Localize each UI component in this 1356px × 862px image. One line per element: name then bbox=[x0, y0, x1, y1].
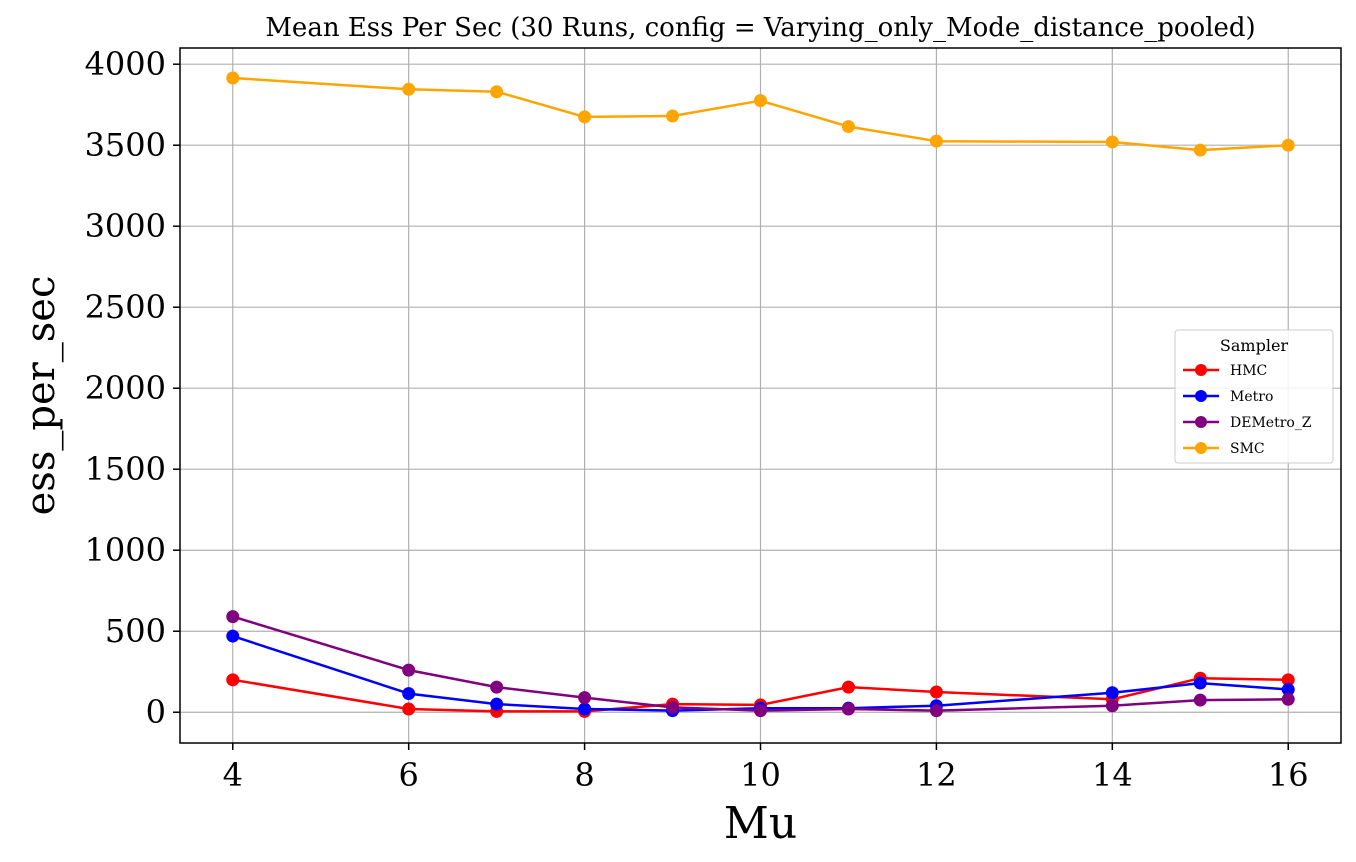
y-tick-label: 3500 bbox=[85, 126, 166, 164]
series-layer bbox=[226, 71, 1295, 718]
data-point-smc bbox=[578, 110, 592, 124]
data-point-smc bbox=[1281, 138, 1295, 152]
y-tick-label: 500 bbox=[105, 612, 166, 650]
data-point-metro bbox=[578, 702, 592, 716]
data-point-metro bbox=[226, 629, 240, 643]
data-point-hmc bbox=[929, 685, 943, 699]
data-point-smc bbox=[666, 109, 680, 123]
x-tick-label: 4 bbox=[223, 756, 243, 794]
data-point-demetro-z bbox=[929, 704, 943, 718]
legend-label: SMC bbox=[1230, 441, 1265, 457]
x-tick-label: 8 bbox=[574, 756, 594, 794]
data-point-smc bbox=[754, 94, 767, 108]
y-tick-label: 4000 bbox=[85, 45, 166, 83]
data-point-hmc bbox=[1281, 673, 1295, 687]
data-point-metro bbox=[402, 687, 416, 701]
data-point-demetro-z bbox=[578, 691, 592, 705]
series-smc bbox=[226, 71, 1295, 157]
legend-item-demetro-z: DEMetro_Z bbox=[1183, 415, 1312, 431]
data-point-demetro-z bbox=[226, 610, 240, 624]
legend-label: DEMetro_Z bbox=[1230, 415, 1312, 431]
data-point-metro bbox=[1105, 686, 1119, 700]
x-tick-label: 6 bbox=[399, 756, 419, 794]
legend-item-metro: Metro bbox=[1183, 389, 1273, 405]
x-tick-label: 16 bbox=[1268, 756, 1309, 794]
data-point-smc bbox=[402, 82, 416, 96]
x-tick-label: 14 bbox=[1092, 756, 1133, 794]
legend-box bbox=[1174, 329, 1334, 464]
legend-swatch-marker bbox=[1195, 364, 1207, 376]
x-tick-label: 12 bbox=[916, 756, 957, 794]
data-point-hmc bbox=[226, 673, 240, 687]
ticks-layer: 4 6 8 10 12 14 16 0 500 1000 1500 2000 2500 3000 3500 4… bbox=[85, 45, 1309, 794]
y-tick-label: 2000 bbox=[85, 369, 166, 407]
chart-title: Mean Ess Per Sec (30 Runs, config = Vary… bbox=[265, 13, 1255, 43]
data-point-demetro-z bbox=[1281, 692, 1295, 706]
series-demetro-z bbox=[226, 610, 1295, 718]
data-point-demetro-z bbox=[402, 663, 416, 677]
y-tick-label: 2500 bbox=[85, 288, 166, 326]
x-tick-label: 10 bbox=[740, 756, 781, 794]
y-axis-title: ess_per_sec bbox=[18, 276, 64, 516]
legend-swatch-marker bbox=[1195, 442, 1207, 454]
y-tick-label: 1500 bbox=[85, 450, 166, 488]
data-point-metro bbox=[490, 697, 504, 711]
x-axis-title: Mu bbox=[724, 798, 797, 849]
data-point-demetro-z bbox=[1105, 699, 1119, 713]
data-point-smc bbox=[929, 134, 943, 148]
legend-item-smc: SMC bbox=[1183, 441, 1265, 457]
data-point-smc bbox=[841, 120, 855, 134]
data-point-demetro-z bbox=[1193, 693, 1207, 707]
legend-label: HMC bbox=[1230, 363, 1267, 379]
data-point-demetro-z bbox=[666, 700, 680, 714]
data-point-smc bbox=[1193, 143, 1207, 157]
data-point-demetro-z bbox=[490, 680, 504, 694]
legend-title: Sampler bbox=[1220, 336, 1289, 355]
legend-item-hmc: HMC bbox=[1183, 363, 1267, 379]
data-point-demetro-z bbox=[841, 702, 855, 716]
y-tick-label: 3000 bbox=[85, 207, 166, 245]
legend-swatch-marker bbox=[1195, 390, 1207, 402]
data-point-metro bbox=[1281, 683, 1295, 697]
data-point-hmc bbox=[402, 702, 416, 716]
data-point-smc bbox=[226, 71, 240, 85]
data-point-smc bbox=[1105, 135, 1119, 149]
legend-label: Metro bbox=[1230, 389, 1273, 405]
y-tick-label: 0 bbox=[146, 693, 166, 731]
y-tick-label: 1000 bbox=[85, 531, 166, 569]
legend: Sampler HMC Metro DEMetro_Z SMC bbox=[1174, 329, 1334, 464]
data-point-demetro-z bbox=[754, 704, 767, 718]
legend-swatch-marker bbox=[1195, 416, 1207, 428]
grid-layer bbox=[180, 48, 1341, 743]
data-point-metro bbox=[1193, 676, 1207, 690]
data-point-hmc bbox=[841, 680, 855, 694]
data-point-smc bbox=[490, 85, 504, 99]
